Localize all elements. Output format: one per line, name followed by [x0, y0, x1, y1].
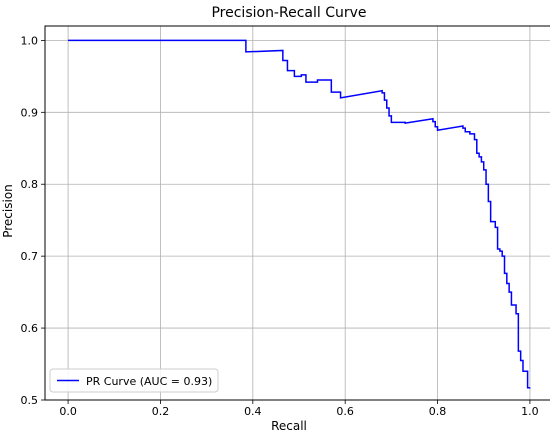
x-tick-label: 0.0: [59, 405, 77, 418]
x-tick-label: 0.2: [152, 405, 170, 418]
legend: PR Curve (AUC = 0.93): [49, 368, 219, 393]
y-axis-label: Precision: [1, 184, 15, 238]
grid-lines: [45, 26, 550, 401]
y-tick-label: 0.6: [21, 322, 39, 335]
x-tick-label: 0.8: [429, 405, 447, 418]
x-tick-label: 1.0: [521, 405, 539, 418]
series-layer: [68, 39, 531, 389]
legend-label: PR Curve (AUC = 0.93): [86, 375, 212, 388]
legend-box: [49, 368, 219, 393]
y-tick-label: 0.7: [21, 250, 39, 263]
chart-title: Precision-Recall Curve: [211, 5, 366, 21]
x-axis-label: Recall: [271, 419, 307, 433]
y-tick-label: 0.5: [21, 394, 39, 407]
x-tick-label: 0.4: [244, 405, 262, 418]
plot-frame: [44, 25, 550, 401]
axis-ticks: 0.0 0.2 0.4 0.6 0.8 1.0 0.5 0.6 0.7 0.8 0.9 1.0: [21, 34, 539, 418]
pr-curve-line: [68, 39, 531, 389]
y-tick-label: 0.9: [21, 106, 39, 119]
x-tick-label: 0.6: [336, 405, 354, 418]
y-tick-label: 0.8: [21, 178, 39, 191]
y-tick-label: 1.0: [21, 34, 39, 47]
